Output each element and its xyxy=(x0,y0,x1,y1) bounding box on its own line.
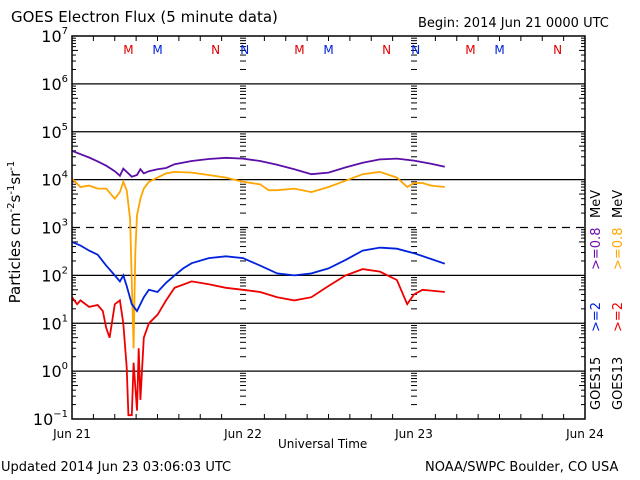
local-time-marker: N xyxy=(411,43,420,57)
local-time-marker: M xyxy=(494,43,504,57)
x-tick-label: Jun 21 xyxy=(52,427,91,441)
local-time-marker: M xyxy=(323,43,333,57)
plot-frame xyxy=(71,35,586,420)
legend-entry: GOES15 >=2 >=0.8 MeV xyxy=(589,190,604,410)
y-axis-label-part: -1 xyxy=(6,161,17,171)
y-tick-exponent: 6 xyxy=(62,74,68,85)
legend-satellite: GOES15 xyxy=(589,357,604,410)
x-tick-label: Jun 24 xyxy=(565,427,604,441)
legend-satellite: GOES13 xyxy=(611,357,626,410)
y-tick-label: 104 xyxy=(41,170,68,190)
footer-updated: Updated 2014 Jun 23 03:06:03 UTC xyxy=(1,460,232,475)
y-tick-label: 101 xyxy=(41,313,68,333)
legend-unit: MeV xyxy=(589,190,604,218)
y-axis-label-part: -1 xyxy=(6,185,17,195)
legend-unit: MeV xyxy=(611,190,626,218)
local-time-marker: N xyxy=(382,43,391,57)
x-axis-label: Universal Time xyxy=(278,437,368,451)
chart-title: GOES Electron Flux (5 minute data) xyxy=(11,8,278,26)
begin-label: Begin: 2014 Jun 21 0000 UTC xyxy=(418,16,609,31)
footer-credit: NOAA/SWPC Boulder, CO USA xyxy=(425,460,619,475)
local-time-marker: M xyxy=(152,43,162,57)
local-time-marker: N xyxy=(211,43,220,57)
legend-threshold-high: >=0.8 xyxy=(589,228,604,270)
y-tick-label: 102 xyxy=(41,265,68,285)
y-tick-exponent: 7 xyxy=(62,26,68,37)
local-time-marker: N xyxy=(553,43,562,57)
y-axis-label-part: Particles cm xyxy=(6,212,24,303)
y-tick-exponent: 1 xyxy=(62,313,68,324)
local-time-marker: M xyxy=(123,43,133,57)
y-tick-label: 105 xyxy=(41,122,68,142)
y-axis-label-part: sr xyxy=(6,170,24,185)
local-time-marker: M xyxy=(465,43,475,57)
legend-entry: GOES13 >=2 >=0.8 MeV xyxy=(611,190,626,410)
y-axis-label-part: -2 xyxy=(6,202,17,212)
y-tick-label: 100 xyxy=(41,361,68,381)
y-tick-exponent: 0 xyxy=(62,361,68,372)
y-tick-label: 106 xyxy=(41,74,68,94)
legend-threshold-high: >=0.8 xyxy=(611,228,626,270)
series-line xyxy=(71,268,445,417)
y-axis-label: Particles cm-2s-1sr-1 xyxy=(6,161,24,304)
x-tick-label: Jun 23 xyxy=(394,427,433,441)
local-time-marker: N xyxy=(240,43,249,57)
y-tick-exponent: 2 xyxy=(62,265,68,276)
y-tick-exponent: −1 xyxy=(53,409,68,420)
y-tick-label: 103 xyxy=(41,218,68,238)
series-line xyxy=(71,241,446,313)
x-tick-label: Jun 22 xyxy=(223,427,262,441)
y-tick-exponent: 4 xyxy=(62,170,68,181)
series-line xyxy=(71,149,445,178)
series-line xyxy=(71,170,445,349)
local-time-marker: M xyxy=(294,43,304,57)
y-tick-label: 107 xyxy=(41,26,68,46)
y-tick-label: 10−1 xyxy=(33,409,68,429)
y-tick-exponent: 3 xyxy=(62,218,68,229)
legend-threshold-low: >=2 xyxy=(611,302,626,332)
y-tick-exponent: 5 xyxy=(62,122,68,133)
legend-threshold-low: >=2 xyxy=(589,302,604,332)
y-axis-label-part: s xyxy=(6,194,24,202)
